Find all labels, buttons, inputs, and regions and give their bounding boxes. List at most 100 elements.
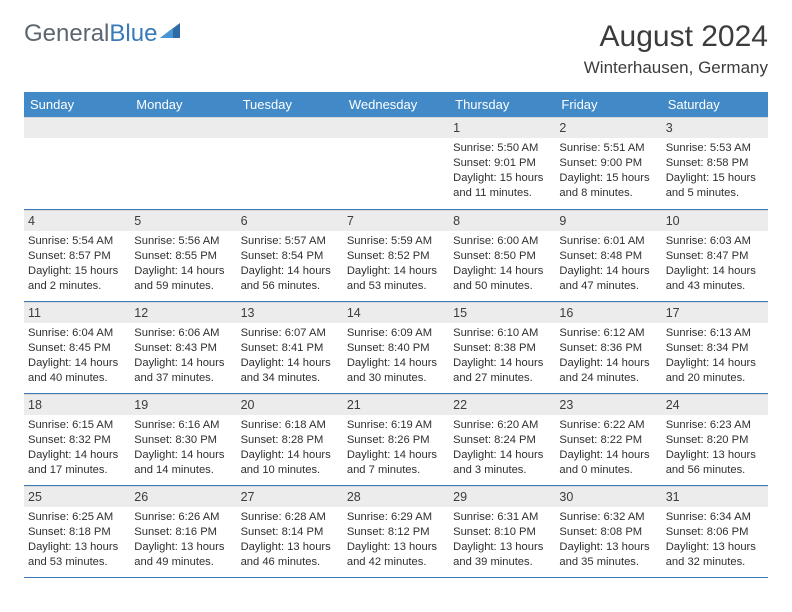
day-content: Sunrise: 5:56 AMSunset: 8:55 PMDaylight:… bbox=[130, 231, 236, 298]
daylight-text: Daylight: 13 hours and 35 minutes. bbox=[559, 540, 657, 570]
day-content: Sunrise: 6:26 AMSunset: 8:16 PMDaylight:… bbox=[130, 507, 236, 574]
sunset-text: Sunset: 8:54 PM bbox=[241, 249, 339, 264]
daylight-text: Daylight: 14 hours and 14 minutes. bbox=[134, 448, 232, 478]
day-number: 21 bbox=[343, 394, 449, 415]
calendar-day-cell: 5Sunrise: 5:56 AMSunset: 8:55 PMDaylight… bbox=[130, 209, 236, 301]
calendar-day-cell: 12Sunrise: 6:06 AMSunset: 8:43 PMDayligh… bbox=[130, 301, 236, 393]
sunrise-text: Sunrise: 6:13 AM bbox=[666, 326, 764, 341]
calendar-day-cell: 16Sunrise: 6:12 AMSunset: 8:36 PMDayligh… bbox=[555, 301, 661, 393]
day-content: Sunrise: 5:51 AMSunset: 9:00 PMDaylight:… bbox=[555, 138, 661, 205]
daylight-text: Daylight: 14 hours and 17 minutes. bbox=[28, 448, 126, 478]
sunrise-text: Sunrise: 6:22 AM bbox=[559, 418, 657, 433]
sunrise-text: Sunrise: 6:28 AM bbox=[241, 510, 339, 525]
sunset-text: Sunset: 8:50 PM bbox=[453, 249, 551, 264]
calendar-day-cell: 20Sunrise: 6:18 AMSunset: 8:28 PMDayligh… bbox=[237, 393, 343, 485]
day-header: Thursday bbox=[449, 92, 555, 117]
daylight-text: Daylight: 14 hours and 59 minutes. bbox=[134, 264, 232, 294]
day-content: Sunrise: 6:32 AMSunset: 8:08 PMDaylight:… bbox=[555, 507, 661, 574]
calendar-day-cell: 11Sunrise: 6:04 AMSunset: 8:45 PMDayligh… bbox=[24, 301, 130, 393]
sunset-text: Sunset: 8:24 PM bbox=[453, 433, 551, 448]
daylight-text: Daylight: 14 hours and 10 minutes. bbox=[241, 448, 339, 478]
sunrise-text: Sunrise: 6:26 AM bbox=[134, 510, 232, 525]
sunset-text: Sunset: 8:36 PM bbox=[559, 341, 657, 356]
logo: GeneralBlue bbox=[24, 20, 184, 48]
day-content: Sunrise: 5:53 AMSunset: 8:58 PMDaylight:… bbox=[662, 138, 768, 205]
daylight-text: Daylight: 14 hours and 40 minutes. bbox=[28, 356, 126, 386]
calendar-day-cell: 24Sunrise: 6:23 AMSunset: 8:20 PMDayligh… bbox=[662, 393, 768, 485]
daylight-text: Daylight: 14 hours and 34 minutes. bbox=[241, 356, 339, 386]
day-content: Sunrise: 5:50 AMSunset: 9:01 PMDaylight:… bbox=[449, 138, 555, 205]
day-content: Sunrise: 6:16 AMSunset: 8:30 PMDaylight:… bbox=[130, 415, 236, 482]
day-number: 23 bbox=[555, 394, 661, 415]
sunset-text: Sunset: 8:26 PM bbox=[347, 433, 445, 448]
sunset-text: Sunset: 8:41 PM bbox=[241, 341, 339, 356]
sunset-text: Sunset: 8:43 PM bbox=[134, 341, 232, 356]
sunrise-text: Sunrise: 5:50 AM bbox=[453, 141, 551, 156]
day-header: Sunday bbox=[24, 92, 130, 117]
sunset-text: Sunset: 8:45 PM bbox=[28, 341, 126, 356]
day-number: 22 bbox=[449, 394, 555, 415]
calendar-day-cell: 13Sunrise: 6:07 AMSunset: 8:41 PMDayligh… bbox=[237, 301, 343, 393]
sunrise-text: Sunrise: 6:23 AM bbox=[666, 418, 764, 433]
sunset-text: Sunset: 8:06 PM bbox=[666, 525, 764, 540]
sunset-text: Sunset: 8:18 PM bbox=[28, 525, 126, 540]
day-number: 31 bbox=[662, 486, 768, 507]
calendar-day-cell: 15Sunrise: 6:10 AMSunset: 8:38 PMDayligh… bbox=[449, 301, 555, 393]
daylight-text: Daylight: 14 hours and 3 minutes. bbox=[453, 448, 551, 478]
day-number: 6 bbox=[237, 210, 343, 231]
sunrise-text: Sunrise: 6:29 AM bbox=[347, 510, 445, 525]
sunrise-text: Sunrise: 5:54 AM bbox=[28, 234, 126, 249]
calendar-day-cell bbox=[24, 117, 130, 209]
sunrise-text: Sunrise: 6:12 AM bbox=[559, 326, 657, 341]
calendar-day-cell: 30Sunrise: 6:32 AMSunset: 8:08 PMDayligh… bbox=[555, 485, 661, 577]
logo-general-text: General bbox=[24, 20, 109, 48]
sunset-text: Sunset: 8:48 PM bbox=[559, 249, 657, 264]
day-number: 5 bbox=[130, 210, 236, 231]
daylight-text: Daylight: 14 hours and 20 minutes. bbox=[666, 356, 764, 386]
sunrise-text: Sunrise: 6:20 AM bbox=[453, 418, 551, 433]
daylight-text: Daylight: 14 hours and 56 minutes. bbox=[241, 264, 339, 294]
sunrise-text: Sunrise: 6:04 AM bbox=[28, 326, 126, 341]
day-number: 13 bbox=[237, 302, 343, 323]
sunset-text: Sunset: 8:40 PM bbox=[347, 341, 445, 356]
day-content: Sunrise: 6:04 AMSunset: 8:45 PMDaylight:… bbox=[24, 323, 130, 390]
day-content: Sunrise: 6:15 AMSunset: 8:32 PMDaylight:… bbox=[24, 415, 130, 482]
day-content: Sunrise: 6:13 AMSunset: 8:34 PMDaylight:… bbox=[662, 323, 768, 390]
day-number bbox=[343, 117, 449, 138]
day-content: Sunrise: 6:29 AMSunset: 8:12 PMDaylight:… bbox=[343, 507, 449, 574]
daylight-text: Daylight: 14 hours and 0 minutes. bbox=[559, 448, 657, 478]
day-content: Sunrise: 6:12 AMSunset: 8:36 PMDaylight:… bbox=[555, 323, 661, 390]
day-number: 2 bbox=[555, 117, 661, 138]
calendar-day-cell bbox=[237, 117, 343, 209]
sunrise-text: Sunrise: 5:51 AM bbox=[559, 141, 657, 156]
sunset-text: Sunset: 8:20 PM bbox=[666, 433, 764, 448]
daylight-text: Daylight: 14 hours and 27 minutes. bbox=[453, 356, 551, 386]
day-number: 30 bbox=[555, 486, 661, 507]
calendar-week-row: 4Sunrise: 5:54 AMSunset: 8:57 PMDaylight… bbox=[24, 209, 768, 301]
sunrise-text: Sunrise: 5:56 AM bbox=[134, 234, 232, 249]
day-number: 18 bbox=[24, 394, 130, 415]
day-number: 11 bbox=[24, 302, 130, 323]
day-content: Sunrise: 6:22 AMSunset: 8:22 PMDaylight:… bbox=[555, 415, 661, 482]
sunrise-text: Sunrise: 5:57 AM bbox=[241, 234, 339, 249]
day-content: Sunrise: 6:28 AMSunset: 8:14 PMDaylight:… bbox=[237, 507, 343, 574]
day-number bbox=[237, 117, 343, 138]
day-header: Friday bbox=[555, 92, 661, 117]
day-content: Sunrise: 6:23 AMSunset: 8:20 PMDaylight:… bbox=[662, 415, 768, 482]
day-content: Sunrise: 6:31 AMSunset: 8:10 PMDaylight:… bbox=[449, 507, 555, 574]
day-content: Sunrise: 6:09 AMSunset: 8:40 PMDaylight:… bbox=[343, 323, 449, 390]
calendar-day-cell: 18Sunrise: 6:15 AMSunset: 8:32 PMDayligh… bbox=[24, 393, 130, 485]
day-number: 14 bbox=[343, 302, 449, 323]
daylight-text: Daylight: 14 hours and 43 minutes. bbox=[666, 264, 764, 294]
calendar-table: Sunday Monday Tuesday Wednesday Thursday… bbox=[24, 92, 768, 578]
day-number: 27 bbox=[237, 486, 343, 507]
day-number: 25 bbox=[24, 486, 130, 507]
sunset-text: Sunset: 8:32 PM bbox=[28, 433, 126, 448]
sunset-text: Sunset: 8:12 PM bbox=[347, 525, 445, 540]
day-header: Tuesday bbox=[237, 92, 343, 117]
day-content: Sunrise: 6:18 AMSunset: 8:28 PMDaylight:… bbox=[237, 415, 343, 482]
daylight-text: Daylight: 14 hours and 53 minutes. bbox=[347, 264, 445, 294]
sunset-text: Sunset: 9:00 PM bbox=[559, 156, 657, 171]
daylight-text: Daylight: 13 hours and 49 minutes. bbox=[134, 540, 232, 570]
calendar-day-cell: 1Sunrise: 5:50 AMSunset: 9:01 PMDaylight… bbox=[449, 117, 555, 209]
